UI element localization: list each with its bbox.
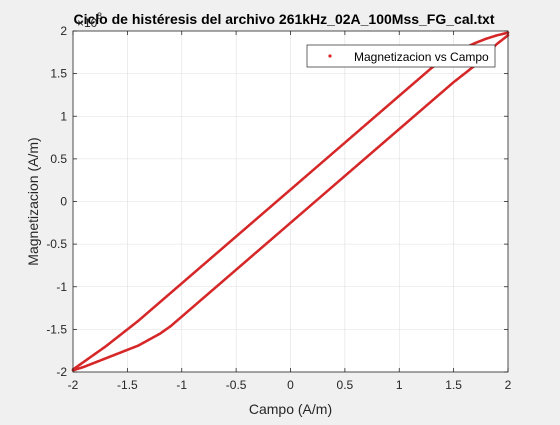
- y-axis-label: Magnetizacion (A/m): [25, 137, 41, 265]
- y-exponent-label: ×10: [77, 16, 98, 30]
- x-axis-label: Campo (A/m): [249, 401, 332, 417]
- x-tick-label: -2: [68, 378, 79, 392]
- x-tick-label: 1.5: [445, 378, 462, 392]
- legend-marker: [328, 54, 331, 57]
- x-tick-label: 2: [505, 378, 512, 392]
- y-tick-label: -2: [56, 365, 67, 379]
- x-tick-label: -0.5: [226, 378, 247, 392]
- y-tick-label: 2: [60, 24, 67, 38]
- legend: Magnetizacion vs Campo: [307, 45, 495, 67]
- y-tick-label: 1.5: [50, 67, 67, 81]
- y-exponent-value: 8: [97, 11, 102, 21]
- y-tick-label: -0.5: [46, 237, 67, 251]
- chart-title: Ciclo de histéresis del archivo 261kHz_0…: [74, 11, 495, 27]
- x-tick-label: 0: [287, 378, 294, 392]
- y-tick-label: 0: [60, 195, 67, 209]
- x-tick-label: -1.5: [117, 378, 138, 392]
- legend-label: Magnetizacion vs Campo: [354, 50, 489, 64]
- y-tick-label: 0.5: [50, 152, 67, 166]
- y-tick-label: 1: [60, 109, 67, 123]
- x-tick-label: 1: [396, 378, 403, 392]
- y-tick-label: -1.5: [46, 322, 67, 336]
- x-tick-label: 0.5: [337, 378, 354, 392]
- y-tick-label: -1: [56, 280, 67, 294]
- x-tick-label: -1: [176, 378, 187, 392]
